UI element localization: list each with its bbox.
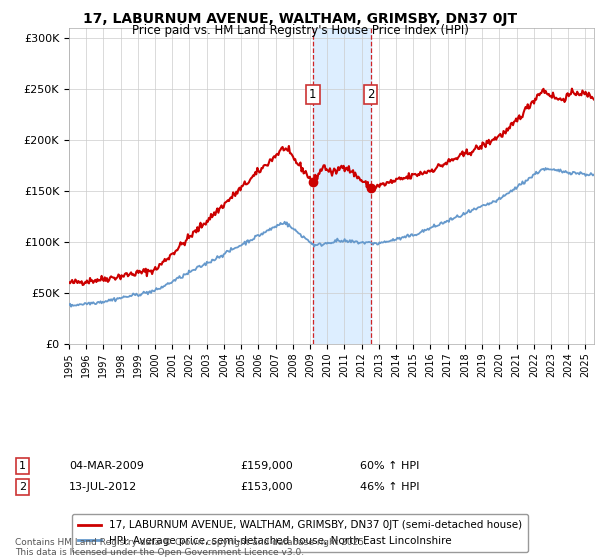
Bar [313,28,371,344]
Text: £153,000: £153,000 [240,482,293,492]
Text: 1: 1 [19,461,26,471]
Text: Contains HM Land Registry data © Crown copyright and database right 2025.
This d: Contains HM Land Registry data © Crown c… [15,538,367,557]
Legend: 17, LABURNUM AVENUE, WALTHAM, GRIMSBY, DN37 0JT (semi-detached house), HPI: Aver: 17, LABURNUM AVENUE, WALTHAM, GRIMSBY, D… [71,514,529,552]
Text: 04-MAR-2009: 04-MAR-2009 [69,461,144,471]
Text: 60% ↑ HPI: 60% ↑ HPI [360,461,419,471]
Text: 2: 2 [19,482,26,492]
Text: 2: 2 [367,88,374,101]
Text: Price paid vs. HM Land Registry's House Price Index (HPI): Price paid vs. HM Land Registry's House … [131,24,469,36]
Text: 46% ↑ HPI: 46% ↑ HPI [360,482,419,492]
Text: 13-JUL-2012: 13-JUL-2012 [69,482,137,492]
Text: 17, LABURNUM AVENUE, WALTHAM, GRIMSBY, DN37 0JT: 17, LABURNUM AVENUE, WALTHAM, GRIMSBY, D… [83,12,517,26]
Text: £159,000: £159,000 [240,461,293,471]
Text: 1: 1 [309,88,317,101]
